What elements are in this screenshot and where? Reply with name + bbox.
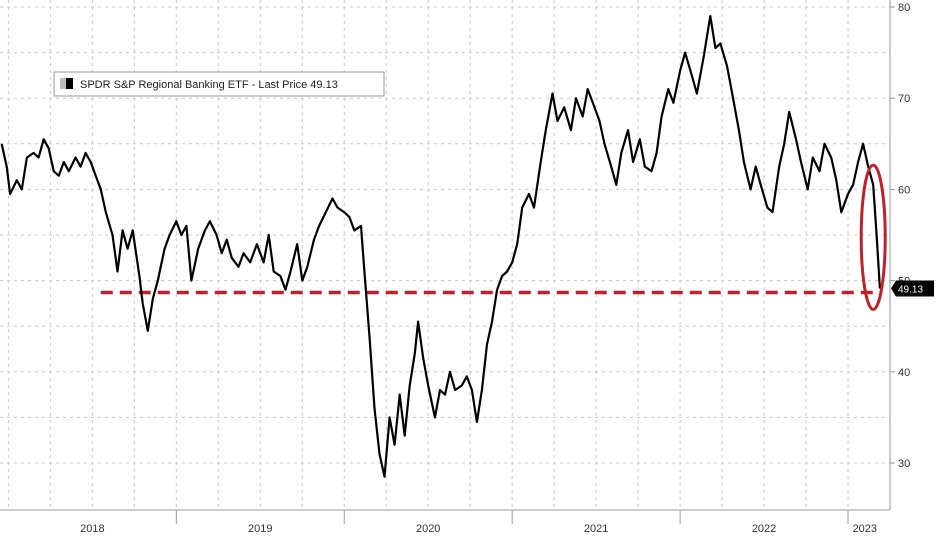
y-tick-label: 60 [898, 184, 910, 196]
highlight-circle [859, 163, 887, 311]
series-layer [0, 15, 881, 478]
y-tick-label: 80 [898, 2, 910, 14]
last-price-badge: 49.13 [891, 280, 934, 297]
x-year-label: 2021 [584, 523, 608, 535]
legend-box [53, 71, 385, 97]
x-year-label: 2020 [416, 523, 440, 535]
y-tick-label: 70 [898, 93, 910, 105]
last-price-tag [891, 280, 934, 297]
series-line [0, 15, 881, 478]
axes: 807060504030201820192020202120222023 [0, 0, 910, 535]
y-tick-label: 30 [898, 458, 910, 470]
legend-swatch-grey [60, 78, 66, 89]
x-year-label: 2019 [248, 523, 272, 535]
legend: SPDR S&P Regional Banking ETF - Last Pri… [53, 71, 385, 97]
legend-swatch [66, 78, 73, 89]
highlight-ellipse [859, 163, 887, 311]
y-tick-label: 40 [898, 367, 910, 379]
last-price-value: 49.13 [898, 285, 923, 296]
legend-label: SPDR S&P Regional Banking ETF - Last Pri… [80, 79, 338, 91]
x-year-label: 2023 [853, 523, 877, 535]
x-year-label: 2022 [752, 523, 776, 535]
x-year-label: 2018 [80, 523, 104, 535]
